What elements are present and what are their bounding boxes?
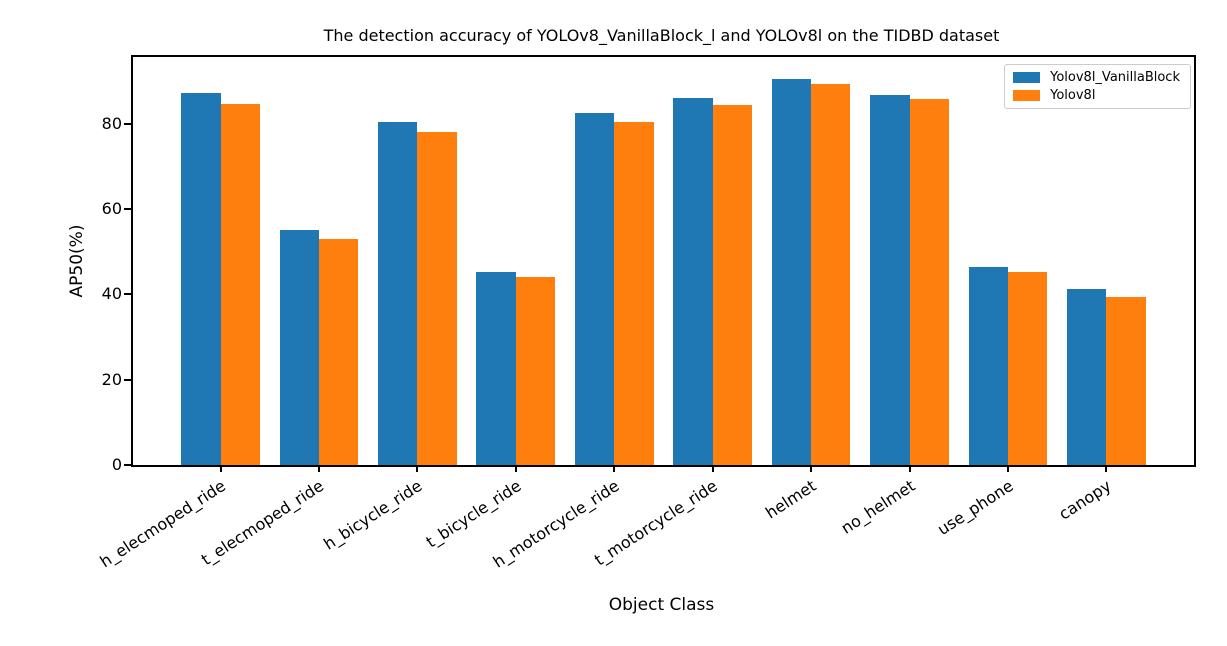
x-tick-mark-h_bicycle_ride xyxy=(416,465,419,472)
x-tick-mark-t_elecmoped_ride xyxy=(318,465,321,472)
y-tick-mark-20 xyxy=(124,378,131,381)
x-tick-mark-helmet xyxy=(810,465,813,472)
bar-Yolov8l_VanillaBlock-h_motorcycle_ride xyxy=(574,112,615,465)
bar-Yolov8l_VanillaBlock-no_helmet xyxy=(870,94,910,465)
legend-swatch-vanillablock xyxy=(1013,72,1041,83)
legend-label-yolov8l: Yolov8l xyxy=(1050,88,1096,103)
bar-Yolov8l-use_phone xyxy=(1007,271,1048,465)
y-tick-label-40: 40 xyxy=(101,284,122,304)
bar-Yolov8l-h_motorcycle_ride xyxy=(614,122,654,465)
y-tick-label-60: 60 xyxy=(101,199,122,219)
bar-Yolov8l_VanillaBlock-h_bicycle_ride xyxy=(378,121,418,465)
legend-label-vanillablock: Yolov8l_VanillaBlock xyxy=(1050,70,1180,85)
legend: Yolov8l_VanillaBlock Yolov8l xyxy=(1004,64,1191,109)
bar-Yolov8l_VanillaBlock-canopy xyxy=(1067,288,1107,465)
legend-item-yolov8l: Yolov8l xyxy=(1013,89,1180,102)
bar-Yolov8l_VanillaBlock-h_elecmoped_ride xyxy=(181,92,221,465)
x-tick-label-h_bicycle_ride: h_bicycle_ride xyxy=(320,476,426,554)
legend-swatch-yolov8l xyxy=(1013,90,1041,101)
y-tick-labels: 0 20 40 60 80 xyxy=(0,55,122,472)
x-tick-label-helmet: helmet xyxy=(762,476,820,523)
bar-Yolov8l-helmet xyxy=(811,84,851,465)
legend-item-vanillablock: Yolov8l_VanillaBlock xyxy=(1013,71,1180,84)
bar-Yolov8l-canopy xyxy=(1106,296,1146,465)
bar-Yolov8l-t_bicycle_ride xyxy=(515,277,556,465)
y-tick-mark-0 xyxy=(124,464,131,466)
x-tick-label-canopy: canopy xyxy=(1055,476,1115,524)
x-tick-label-use_phone: use_phone xyxy=(933,476,1017,539)
x-tick-label-t_bicycle_ride: t_bicycle_ride xyxy=(422,476,525,552)
x-axis-label: Object Class xyxy=(608,595,715,615)
x-tick-mark-h_elecmoped_ride xyxy=(219,465,222,472)
bar-Yolov8l_VanillaBlock-use_phone xyxy=(968,267,1008,465)
x-tick-mark-h_motorcycle_ride xyxy=(613,465,616,472)
bar-Yolov8l-no_helmet xyxy=(909,98,949,465)
bar-Yolov8l-h_elecmoped_ride xyxy=(220,104,260,465)
y-tick-mark-80 xyxy=(124,122,131,125)
y-tick-mark-40 xyxy=(124,293,131,296)
bar-Yolov8l-t_motorcycle_ride xyxy=(712,105,753,465)
x-tick-mark-no_helmet xyxy=(908,465,911,472)
bar-Yolov8l_VanillaBlock-t_elecmoped_ride xyxy=(279,230,319,465)
x-tick-label-no_helmet: no_helmet xyxy=(837,476,918,538)
bar-Yolov8l-t_elecmoped_ride xyxy=(319,239,359,465)
bar-Yolov8l-h_bicycle_ride xyxy=(417,132,457,465)
y-tick-label-80: 80 xyxy=(101,113,122,133)
y-tick-label-0: 0 xyxy=(111,455,122,474)
x-tick-mark-use_phone xyxy=(1006,465,1009,472)
x-tick-mark-t_bicycle_ride xyxy=(514,465,517,472)
bar-Yolov8l_VanillaBlock-t_bicycle_ride xyxy=(476,271,516,465)
plot-area: Yolov8l_VanillaBlock Yolov8l xyxy=(124,55,1196,472)
bar-Yolov8l_VanillaBlock-t_motorcycle_ride xyxy=(673,98,713,465)
y-tick-mark-60 xyxy=(124,208,131,211)
chart-title: The detection accuracy of YOLOv8_Vanilla… xyxy=(323,26,1000,45)
x-tick-mark-canopy xyxy=(1105,465,1108,472)
y-tick-label-20: 20 xyxy=(101,369,122,389)
bar-Yolov8l_VanillaBlock-helmet xyxy=(771,79,812,465)
x-tick-mark-t_motorcycle_ride xyxy=(711,465,714,472)
